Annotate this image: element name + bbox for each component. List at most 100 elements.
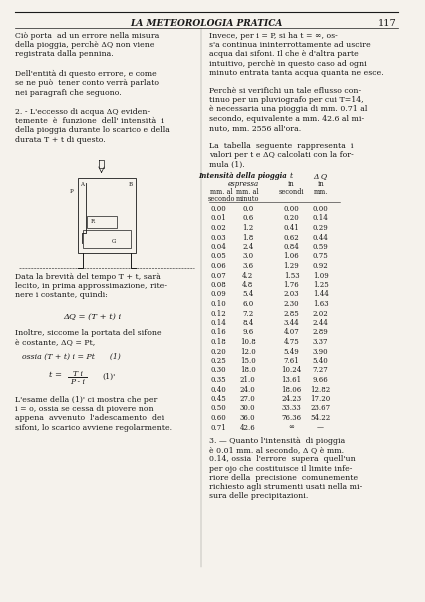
Text: 0.04: 0.04 xyxy=(211,243,227,251)
Text: LA METEOROLOGIA PRATICA: LA METEOROLOGIA PRATICA xyxy=(130,19,282,28)
Text: 2. - L'eccesso di acqua ΔQ eviden-
temente  è  funzione  dell' intensità  i
dell: 2. - L'eccesso di acqua ΔQ eviden- temen… xyxy=(14,108,170,144)
Text: 0.59: 0.59 xyxy=(313,243,329,251)
Text: 0.18: 0.18 xyxy=(211,338,227,346)
Text: 2.89: 2.89 xyxy=(313,329,329,337)
Text: 1.09: 1.09 xyxy=(313,272,329,279)
Text: 0.00: 0.00 xyxy=(313,205,329,213)
Text: 0.20: 0.20 xyxy=(211,347,227,356)
Text: 0.20: 0.20 xyxy=(283,214,299,223)
Text: 0.41: 0.41 xyxy=(283,224,299,232)
Text: 3.44: 3.44 xyxy=(284,319,299,327)
Text: 0.14: 0.14 xyxy=(313,214,329,223)
Text: 2.85: 2.85 xyxy=(283,309,299,317)
Text: 0.01: 0.01 xyxy=(211,214,227,223)
Text: 7.27: 7.27 xyxy=(313,367,329,374)
Text: 24.0: 24.0 xyxy=(240,385,256,394)
Text: mm. al: mm. al xyxy=(236,188,259,196)
Text: 10.24: 10.24 xyxy=(281,367,302,374)
Text: 1.44: 1.44 xyxy=(313,291,329,299)
Text: 76.36: 76.36 xyxy=(281,414,302,422)
Text: 2.02: 2.02 xyxy=(313,309,329,317)
Text: 0.6: 0.6 xyxy=(242,214,253,223)
Text: 0.40: 0.40 xyxy=(211,385,227,394)
Text: —: — xyxy=(317,423,324,432)
Text: 2.44: 2.44 xyxy=(313,319,329,327)
Text: 17.20: 17.20 xyxy=(311,395,331,403)
Text: 13.61: 13.61 xyxy=(281,376,302,384)
Text: T i: T i xyxy=(73,370,83,378)
Text: 3.6: 3.6 xyxy=(242,262,253,270)
Text: 7.2: 7.2 xyxy=(242,309,253,317)
Text: 3.0: 3.0 xyxy=(242,252,253,261)
Text: 7.61: 7.61 xyxy=(283,357,299,365)
Text: Invece, per i = P, si ha t = ∞, os-
s'a continua ininterrottamente ad uscire
acq: Invece, per i = P, si ha t = ∞, os- s'a … xyxy=(209,32,384,77)
Text: (1)': (1)' xyxy=(102,373,115,381)
Text: 0.0: 0.0 xyxy=(242,205,253,213)
Text: 9.66: 9.66 xyxy=(313,376,329,384)
Text: 0.25: 0.25 xyxy=(211,357,227,365)
Text: 23.67: 23.67 xyxy=(311,405,331,412)
Text: P - i: P - i xyxy=(70,378,85,386)
Text: L'esame della (1)' ci mostra che per
i = o, ossia se cessa di piovere non
appena: L'esame della (1)' ci mostra che per i =… xyxy=(14,396,172,432)
Text: 0.60: 0.60 xyxy=(211,414,227,422)
Text: 54.22: 54.22 xyxy=(311,414,331,422)
Text: 0.16: 0.16 xyxy=(211,329,227,337)
Text: 0.02: 0.02 xyxy=(211,224,227,232)
Text: 15.0: 15.0 xyxy=(240,357,256,365)
Text: 0.07: 0.07 xyxy=(211,272,227,279)
Text: 0.62: 0.62 xyxy=(283,234,299,241)
Text: 0.06: 0.06 xyxy=(211,262,227,270)
Text: Δ Q: Δ Q xyxy=(314,172,328,180)
Text: 5.40: 5.40 xyxy=(313,357,329,365)
Text: 6.0: 6.0 xyxy=(242,300,253,308)
Text: 0.30: 0.30 xyxy=(211,367,227,374)
Text: 9.6: 9.6 xyxy=(242,329,253,337)
Text: 42.6: 42.6 xyxy=(240,423,256,432)
Text: 0.71: 0.71 xyxy=(211,423,227,432)
Text: 117: 117 xyxy=(378,19,397,28)
Text: 30.0: 30.0 xyxy=(240,405,255,412)
Text: 1.63: 1.63 xyxy=(313,300,329,308)
Text: P: P xyxy=(70,189,74,194)
Text: 0.10: 0.10 xyxy=(211,300,227,308)
Text: 18.0: 18.0 xyxy=(240,367,256,374)
Text: 2.30: 2.30 xyxy=(284,300,299,308)
Text: 10.8: 10.8 xyxy=(240,338,256,346)
Text: 0.00: 0.00 xyxy=(283,205,299,213)
Text: 1.2: 1.2 xyxy=(242,224,253,232)
Text: 1.8: 1.8 xyxy=(242,234,253,241)
Text: 5.49: 5.49 xyxy=(283,347,299,356)
Text: Dell'entità di questo errore, e come
se ne può  tener conto verrà parlato
nei pa: Dell'entità di questo errore, e come se … xyxy=(14,70,159,96)
Text: B: B xyxy=(128,182,133,187)
Text: 27.0: 27.0 xyxy=(240,395,256,403)
Text: 1.76: 1.76 xyxy=(283,281,299,289)
Text: A: A xyxy=(79,182,84,187)
Text: 0.08: 0.08 xyxy=(211,281,227,289)
Text: espressa: espressa xyxy=(227,180,258,188)
Text: 3. — Quanto l'intensità  di pioggia
è 0.01 mm. al secondo, Δ Q è mm.
0.14, ossia: 3. — Quanto l'intensità di pioggia è 0.0… xyxy=(209,437,362,500)
Text: 0.50: 0.50 xyxy=(211,405,227,412)
Text: 0.84: 0.84 xyxy=(283,243,299,251)
Text: ∞: ∞ xyxy=(289,423,295,432)
Text: La  tabella  seguente  rappresenta  i
valori per t e ΔQ calcolati con la for-
mu: La tabella seguente rappresenta i valori… xyxy=(209,142,354,169)
Text: Ciò porta  ad un errore nella misura
della pioggia, perchè ΔQ non viene
registra: Ciò porta ad un errore nella misura dell… xyxy=(14,32,159,58)
Text: 8.4: 8.4 xyxy=(242,319,253,327)
Text: ΔQ = (T + t) i: ΔQ = (T + t) i xyxy=(63,313,121,321)
Text: 1.53: 1.53 xyxy=(284,272,299,279)
Text: 0.75: 0.75 xyxy=(313,252,329,261)
Text: mm.: mm. xyxy=(314,188,328,196)
Text: 12.82: 12.82 xyxy=(311,385,331,394)
Text: 1.29: 1.29 xyxy=(283,262,299,270)
Bar xyxy=(20,158,194,303)
Text: 18.06: 18.06 xyxy=(281,385,302,394)
Text: R: R xyxy=(91,219,94,224)
Text: 36.0: 36.0 xyxy=(240,414,255,422)
Text: 3.90: 3.90 xyxy=(313,347,329,356)
Text: 2.03: 2.03 xyxy=(284,291,299,299)
Text: 1.06: 1.06 xyxy=(283,252,299,261)
Text: 33.33: 33.33 xyxy=(282,405,301,412)
Bar xyxy=(82,230,131,248)
Text: secondo: secondo xyxy=(208,195,235,203)
Text: minuto: minuto xyxy=(236,195,260,203)
Text: 3.37: 3.37 xyxy=(313,338,329,346)
